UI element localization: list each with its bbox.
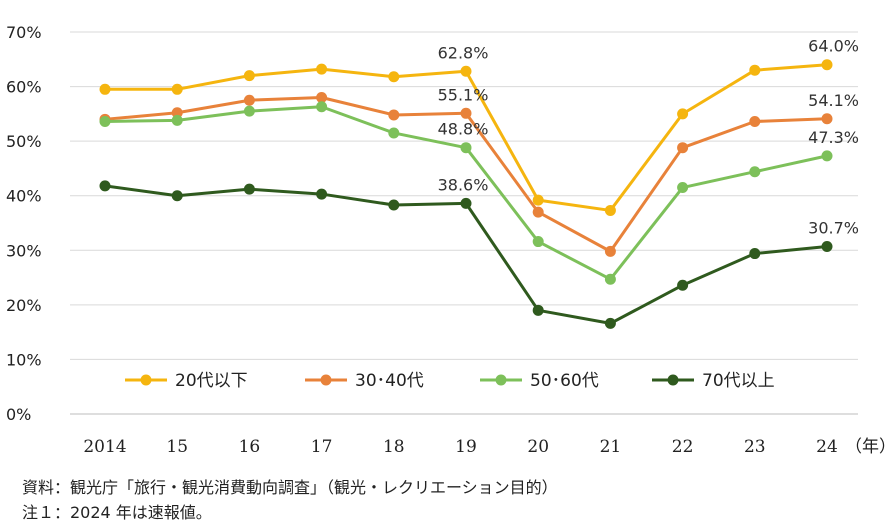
series-lines — [99, 59, 833, 329]
data-label: 48.8% — [438, 120, 489, 139]
data-point — [388, 199, 400, 211]
gridlines — [70, 31, 858, 415]
data-point — [821, 113, 833, 125]
data-point — [532, 206, 544, 218]
data-point — [749, 248, 761, 260]
data-point — [821, 150, 833, 162]
legend-marker — [320, 374, 332, 386]
x-tick-label: 23 — [744, 437, 766, 457]
y-axis-ticks: 0% 10% 20% 30% 40% 50% 60% 70% — [6, 23, 42, 424]
x-tick-label: 22 — [672, 437, 694, 457]
x-tick-label: 2014 — [83, 437, 126, 457]
x-tick-label: 17 — [311, 437, 333, 457]
x-tick-label: 19 — [455, 437, 477, 457]
footnote-1: 注１：2024 年は速報値。 — [22, 503, 212, 522]
legend-marker — [140, 374, 152, 386]
data-point — [243, 70, 255, 82]
data-point — [460, 142, 472, 154]
data-point — [532, 194, 544, 206]
data-point — [460, 197, 472, 209]
data-point — [243, 94, 255, 106]
y-tick-label: 0% — [6, 405, 31, 424]
data-point — [532, 236, 544, 248]
data-point — [532, 304, 544, 316]
data-point — [171, 83, 183, 95]
legend-label: 20代以下 — [175, 371, 248, 391]
data-point — [99, 180, 111, 192]
data-point — [677, 182, 689, 194]
data-point — [171, 107, 183, 119]
data-point — [316, 63, 328, 75]
x-tick-label: 16 — [239, 437, 261, 457]
data-point — [749, 64, 761, 76]
data-point — [388, 127, 400, 139]
y-tick-label: 40% — [6, 187, 42, 206]
line-chart: 0%10%20%30%40%50%60%70% 2014 15 16 17 18 19 20… — [6, 23, 894, 457]
data-label: 54.1% — [808, 91, 859, 110]
legend-label: 30･40代 — [355, 371, 424, 391]
data-point — [604, 317, 616, 329]
x-axis-unit: （年） — [845, 437, 894, 457]
data-point — [99, 115, 111, 127]
legend-label: 70代以上 — [702, 371, 775, 391]
data-point — [316, 91, 328, 103]
data-point — [460, 107, 472, 119]
data-label: 62.8% — [438, 43, 489, 62]
y-tick-label: 60% — [6, 78, 42, 97]
data-point — [316, 101, 328, 113]
x-axis-ticks: 2014 15 16 17 18 19 20 21 22 23 24 （年） — [83, 437, 894, 457]
data-point — [604, 245, 616, 257]
data-point — [99, 83, 111, 95]
y-tick-label: 30% — [6, 241, 42, 260]
data-point — [243, 183, 255, 195]
data-label: 30.7% — [808, 218, 859, 237]
data-point — [749, 166, 761, 178]
data-point — [749, 115, 761, 127]
data-point — [821, 59, 833, 71]
data-point — [316, 188, 328, 200]
data-label: 55.1% — [438, 85, 489, 104]
y-tick-label: 50% — [6, 132, 42, 151]
data-label: 38.6% — [438, 175, 489, 194]
legend-label: 50･60代 — [530, 371, 599, 391]
legend-marker — [495, 374, 507, 386]
data-point — [604, 273, 616, 285]
data-point — [677, 142, 689, 154]
x-tick-label: 18 — [383, 437, 405, 457]
x-tick-label: 24 — [816, 437, 838, 457]
data-point — [677, 108, 689, 120]
x-tick-label: 21 — [600, 437, 622, 457]
y-tick-label: 20% — [6, 296, 42, 315]
data-point — [604, 204, 616, 216]
data-labels: 62.8% 55.1% 48.8% 38.6% 64.0% 54.1% 47.3% 30.7% — [438, 37, 859, 238]
data-label: 47.3% — [808, 128, 859, 147]
data-point — [171, 114, 183, 126]
data-point — [821, 240, 833, 252]
y-tick-label: 70% — [6, 23, 42, 42]
legend: 20代以下 30･40代 50･60代 70代以上 — [125, 371, 775, 391]
data-point — [460, 65, 472, 77]
y-tick-label: 10% — [6, 350, 42, 369]
data-point — [677, 279, 689, 291]
data-point — [243, 105, 255, 117]
legend-marker — [667, 374, 679, 386]
data-point — [171, 190, 183, 202]
data-point — [388, 71, 400, 83]
source-note: 資料：観光庁「旅行・観光消費動向調査」（観光・レクリエーション目的） — [22, 478, 558, 497]
data-label: 64.0% — [808, 37, 859, 56]
data-point — [388, 109, 400, 121]
x-tick-label: 20 — [527, 437, 549, 457]
x-tick-label: 15 — [166, 437, 188, 457]
